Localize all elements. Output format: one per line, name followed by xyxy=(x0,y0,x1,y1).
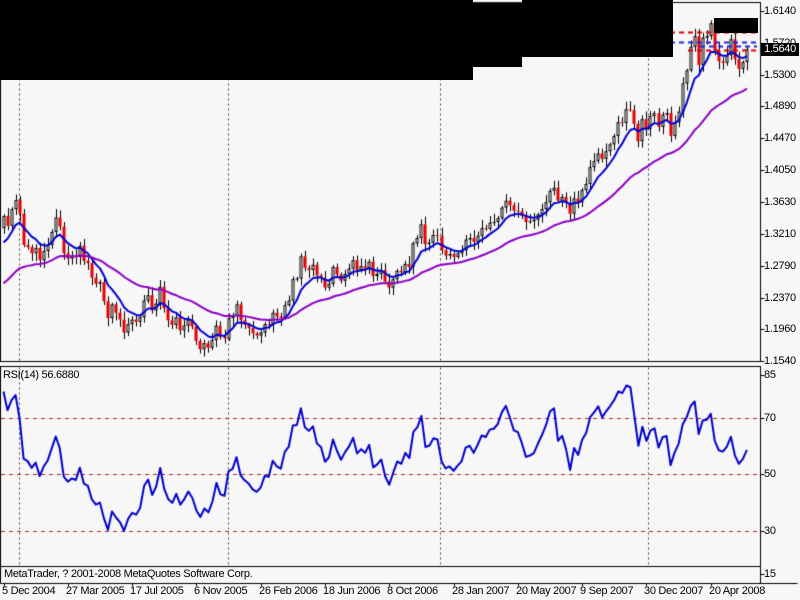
price-axis-label: 1.5300 xyxy=(764,69,796,81)
price-axis-label: 1.6140 xyxy=(764,5,796,17)
price-axis-label: 1.2790 xyxy=(764,260,796,272)
redaction-block xyxy=(522,0,673,57)
time-axis-label: 5 Dec 2004 xyxy=(2,585,56,597)
time-axis-label: 17 Jul 2005 xyxy=(130,585,184,597)
rsi-axis-label: 70 xyxy=(764,412,776,424)
price-axis-label: 1.4470 xyxy=(764,132,796,144)
time-axis-label: 28 Jan 2007 xyxy=(452,585,510,597)
time-axis-label: 9 Sep 2007 xyxy=(580,585,634,597)
time-axis-label: 27 Mar 2005 xyxy=(66,585,125,597)
price-axis-label: 1.1540 xyxy=(764,355,796,367)
price-axis-label: 1.3210 xyxy=(764,228,796,240)
rsi-axis-label: 30 xyxy=(764,525,776,537)
time-axis-label: 18 Jun 2006 xyxy=(323,585,381,597)
redaction-block xyxy=(0,0,473,80)
copyright-text: MetaTrader, ? 2001-2008 MetaQuotes Softw… xyxy=(4,568,253,580)
time-axis-label: 20 Apr 2008 xyxy=(709,585,766,597)
rsi-axis-label: 50 xyxy=(764,468,776,480)
time-axis-label: 30 Dec 2007 xyxy=(644,585,704,597)
rsi-axis-label: 85 xyxy=(764,369,776,381)
price-axis-label: 1.3630 xyxy=(764,196,796,208)
rsi-axis-label: 15 xyxy=(764,568,776,580)
time-axis-label: 20 May 2007 xyxy=(516,585,577,597)
rsi-indicator-label: RSI(14) 56.6880 xyxy=(3,369,80,381)
time-axis-label: 26 Feb 2006 xyxy=(259,585,318,597)
redaction-block xyxy=(714,18,758,33)
time-axis-label: 6 Nov 2005 xyxy=(194,585,248,597)
time-axis-label: 8 Oct 2006 xyxy=(387,585,438,597)
price-axis-label: 1.2370 xyxy=(764,292,796,304)
redaction-block xyxy=(473,3,522,67)
current-price-badge: 1.5640 xyxy=(761,43,799,56)
price-axis-label: 1.4890 xyxy=(764,100,796,112)
price-axis-label: 1.1960 xyxy=(764,323,796,335)
price-axis-label: 1.4050 xyxy=(764,164,796,176)
